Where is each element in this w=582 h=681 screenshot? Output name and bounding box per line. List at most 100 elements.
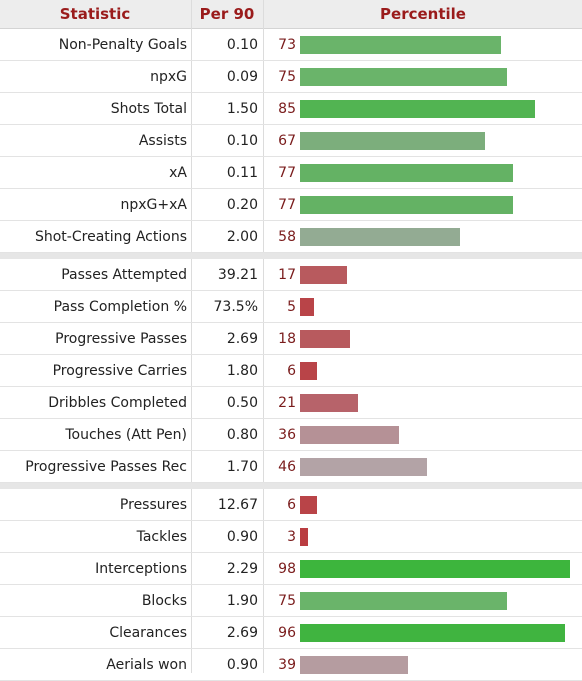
- per90-value: 0.50: [226, 395, 258, 411]
- header-per90[interactable]: Per 90: [199, 5, 255, 23]
- table-row: Tackles 0.90 3: [0, 521, 582, 553]
- percentile-bar: [300, 592, 507, 610]
- column-divider: [263, 0, 264, 673]
- percentile-value: 77: [278, 197, 296, 213]
- table-row: Progressive Carries 1.80 6: [0, 355, 582, 387]
- table-row: xA 0.11 77: [0, 157, 582, 189]
- percentile-value: 18: [278, 331, 296, 347]
- per90-value: 39.21: [217, 267, 258, 283]
- group-separator: [0, 253, 582, 259]
- group-separator: [0, 483, 582, 489]
- table-row: Progressive Passes 2.69 18: [0, 323, 582, 355]
- percentile-bar: [300, 68, 507, 86]
- table-row: Interceptions 2.29 98: [0, 553, 582, 585]
- stat-label: xA: [169, 165, 187, 181]
- percentile-bar: [300, 624, 565, 642]
- header-percentile[interactable]: Percentile: [380, 5, 466, 23]
- stat-label: Pass Completion %: [53, 299, 187, 315]
- percentile-bar: [300, 228, 460, 246]
- percentile-bar: [300, 656, 408, 674]
- per90-value: 1.90: [226, 593, 258, 609]
- per90-value: 0.80: [226, 427, 258, 443]
- stat-label: Shots Total: [110, 101, 187, 117]
- per90-value: 0.90: [226, 657, 258, 673]
- percentile-value: 58: [278, 229, 296, 245]
- stat-label: Clearances: [109, 625, 187, 641]
- percentile-bar: [300, 496, 317, 514]
- percentile-bar: [300, 266, 347, 284]
- stat-label: Pressures: [119, 497, 187, 513]
- percentile-bar: [300, 196, 513, 214]
- per90-value: 2.29: [226, 561, 258, 577]
- percentile-value: 67: [278, 133, 296, 149]
- table-row: Progressive Passes Rec 1.70 46: [0, 451, 582, 483]
- stat-label: Blocks: [141, 593, 187, 609]
- stat-label: Passes Attempted: [61, 267, 187, 283]
- table-row: Assists 0.10 67: [0, 125, 582, 157]
- table-row: Aerials won 0.90 39: [0, 649, 582, 681]
- table-header: Statistic Per 90 Percentile: [0, 0, 582, 29]
- table-row: Pass Completion % 73.5% 5: [0, 291, 582, 323]
- stat-label: Assists: [138, 133, 187, 149]
- stat-label: Interceptions: [95, 561, 187, 577]
- percentile-value: 17: [278, 267, 296, 283]
- percentile-value: 96: [278, 625, 296, 641]
- percentile-value: 73: [278, 37, 296, 53]
- percentile-bar: [300, 458, 427, 476]
- per90-value: 2.00: [226, 229, 258, 245]
- percentile-value: 36: [278, 427, 296, 443]
- percentile-value: 21: [278, 395, 296, 411]
- per90-value: 0.10: [226, 133, 258, 149]
- percentile-value: 46: [278, 459, 296, 475]
- percentile-bar: [300, 330, 350, 348]
- stat-label: Non-Penalty Goals: [58, 37, 187, 53]
- table-row: Clearances 2.69 96: [0, 617, 582, 649]
- table-row: Passes Attempted 39.21 17: [0, 259, 582, 291]
- per90-value: 1.50: [226, 101, 258, 117]
- percentile-value: 6: [287, 497, 296, 513]
- table-row: Non-Penalty Goals 0.10 73: [0, 29, 582, 61]
- percentile-value: 39: [278, 657, 296, 673]
- per90-value: 1.70: [226, 459, 258, 475]
- per90-value: 2.69: [226, 331, 258, 347]
- table-row: Dribbles Completed 0.50 21: [0, 387, 582, 419]
- stat-label: Progressive Carries: [52, 363, 187, 379]
- percentile-value: 75: [278, 69, 296, 85]
- stat-label: Progressive Passes Rec: [25, 459, 187, 475]
- table-row: npxG+xA 0.20 77: [0, 189, 582, 221]
- per90-value: 0.20: [226, 197, 258, 213]
- table-row: Pressures 12.67 6: [0, 489, 582, 521]
- per90-value: 0.11: [226, 165, 258, 181]
- percentile-value: 3: [287, 529, 296, 545]
- per90-value: 2.69: [226, 625, 258, 641]
- per90-value: 0.90: [226, 529, 258, 545]
- percentile-bar: [300, 362, 317, 380]
- percentile-value: 85: [278, 101, 296, 117]
- per90-value: 0.10: [226, 37, 258, 53]
- stat-label: Touches (Att Pen): [65, 427, 187, 443]
- percentile-value: 5: [287, 299, 296, 315]
- stat-label: Shot-Creating Actions: [34, 229, 187, 245]
- per90-value: 1.80: [226, 363, 258, 379]
- table-row: Shots Total 1.50 85: [0, 93, 582, 125]
- percentile-bar: [300, 36, 501, 54]
- table-row: Blocks 1.90 75: [0, 585, 582, 617]
- table-row: Shot-Creating Actions 2.00 58: [0, 221, 582, 253]
- stat-label: Progressive Passes: [55, 331, 187, 347]
- per90-value: 73.5%: [213, 299, 258, 315]
- percentile-value: 77: [278, 165, 296, 181]
- per90-value: 0.09: [226, 69, 258, 85]
- column-divider: [191, 0, 192, 673]
- stat-label: npxG+xA: [120, 197, 188, 213]
- percentile-bar: [300, 560, 570, 578]
- table-row: npxG 0.09 75: [0, 61, 582, 93]
- percentile-bar: [300, 132, 485, 150]
- header-statistic[interactable]: Statistic: [59, 5, 131, 23]
- percentile-bar: [300, 426, 399, 444]
- stat-label: npxG: [150, 69, 187, 85]
- percentile-value: 98: [278, 561, 296, 577]
- stat-label: Aerials won: [106, 657, 187, 673]
- table-row: Touches (Att Pen) 0.80 36: [0, 419, 582, 451]
- percentile-bar: [300, 100, 535, 118]
